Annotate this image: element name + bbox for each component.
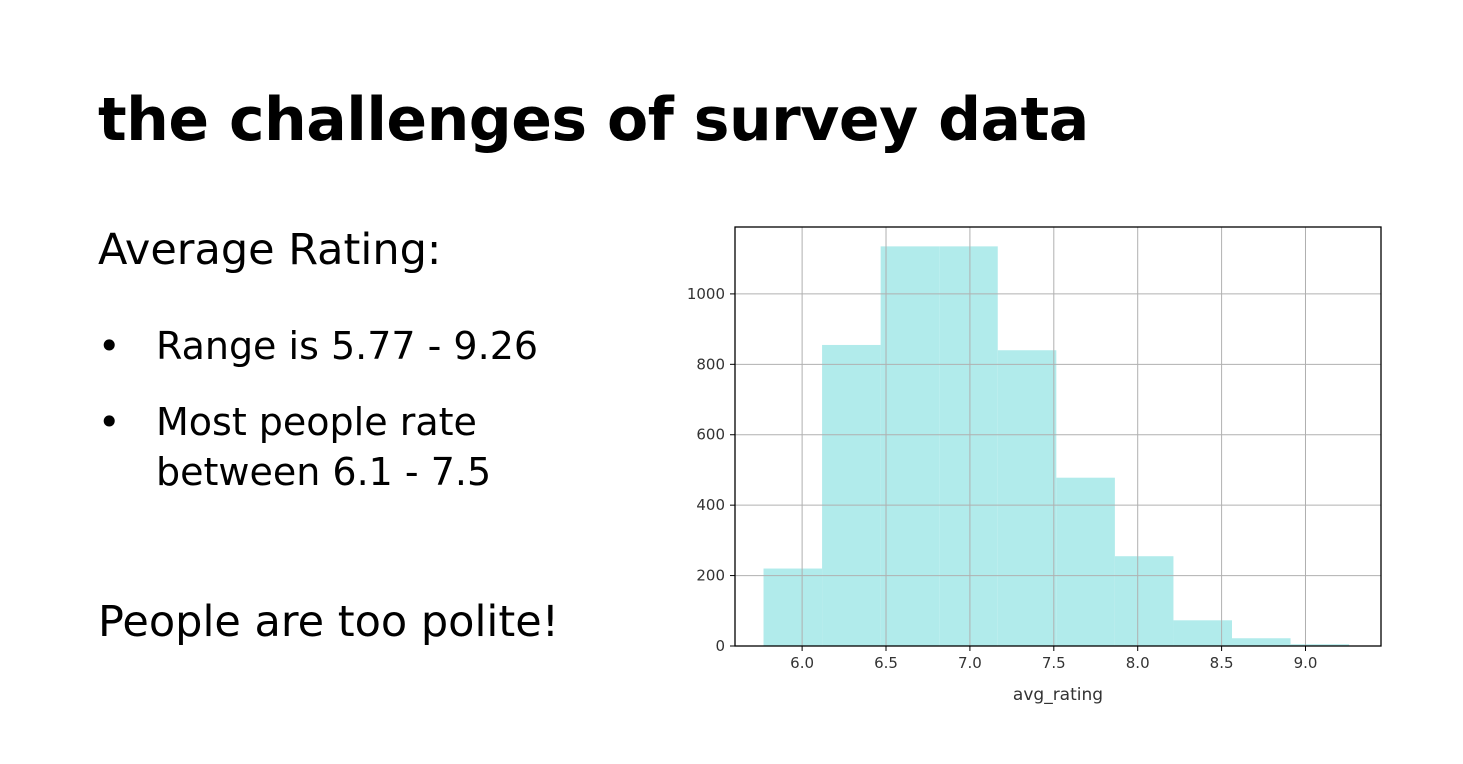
- y-tick-label: 800: [696, 355, 725, 373]
- histogram-bar: [1173, 620, 1233, 646]
- histogram-bar: [763, 568, 823, 646]
- histogram-bar: [1056, 477, 1115, 646]
- y-tick-label: 0: [715, 637, 725, 655]
- bullet-icon: •: [98, 324, 121, 368]
- bullet-text-most-people: Most people rate between 6.1 - 7.5: [156, 400, 492, 494]
- histogram-bar: [939, 246, 998, 646]
- x-tick-label: 8.0: [1126, 654, 1150, 672]
- x-tick-label: 6.0: [790, 654, 814, 672]
- x-tick-label: 7.5: [1042, 654, 1066, 672]
- x-tick-label: 6.5: [874, 654, 898, 672]
- bullet-item-most-people: • Most people rate between 6.1 - 7.5: [98, 398, 596, 497]
- y-tick-label: 1000: [687, 285, 725, 303]
- slide-title: the challenges of survey data: [98, 85, 1089, 155]
- histogram-bar: [1290, 644, 1350, 646]
- histogram-bar: [880, 246, 940, 646]
- bar-layer: [763, 246, 1350, 646]
- x-axis-title: avg_rating: [1013, 685, 1103, 705]
- closing-note: People are too polite!: [98, 597, 559, 647]
- frame-layer: [734, 226, 1382, 647]
- x-tick-label: 9.0: [1294, 654, 1318, 672]
- bullet-item-range: • Range is 5.77 - 9.26: [98, 322, 596, 371]
- histogram-chart: 6.0 6.5 7.0 7.5 8.0 8.5 9.0 0 200 400 600 800 1000 a…: [650, 215, 1410, 725]
- grid-layer: [735, 227, 1381, 647]
- histogram-svg: 6.0 6.5 7.0 7.5 8.0 8.5 9.0 0 200 400 600 800 1000 a…: [687, 226, 1382, 705]
- bullet-icon: •: [98, 400, 121, 445]
- histogram-bar: [1114, 556, 1174, 646]
- section-heading: Average Rating:: [98, 225, 442, 275]
- plot-frame: [734, 226, 1382, 647]
- y-tick-label: 200: [696, 567, 725, 585]
- histogram-bar: [1232, 638, 1291, 646]
- bullet-list: • Range is 5.77 - 9.26 • Most people rat…: [98, 322, 596, 524]
- histogram-bar: [822, 344, 881, 646]
- bullet-text-range: Range is 5.77 - 9.26: [156, 324, 539, 368]
- x-tick-label: 8.5: [1210, 654, 1234, 672]
- histogram-bar: [997, 350, 1057, 646]
- tick-layer: 6.0 6.5 7.0 7.5 8.0 8.5 9.0 0 200 400 600 800 1000: [687, 285, 1318, 672]
- y-tick-label: 600: [696, 426, 725, 444]
- x-tick-label: 7.0: [958, 654, 982, 672]
- y-tick-label: 400: [696, 496, 725, 514]
